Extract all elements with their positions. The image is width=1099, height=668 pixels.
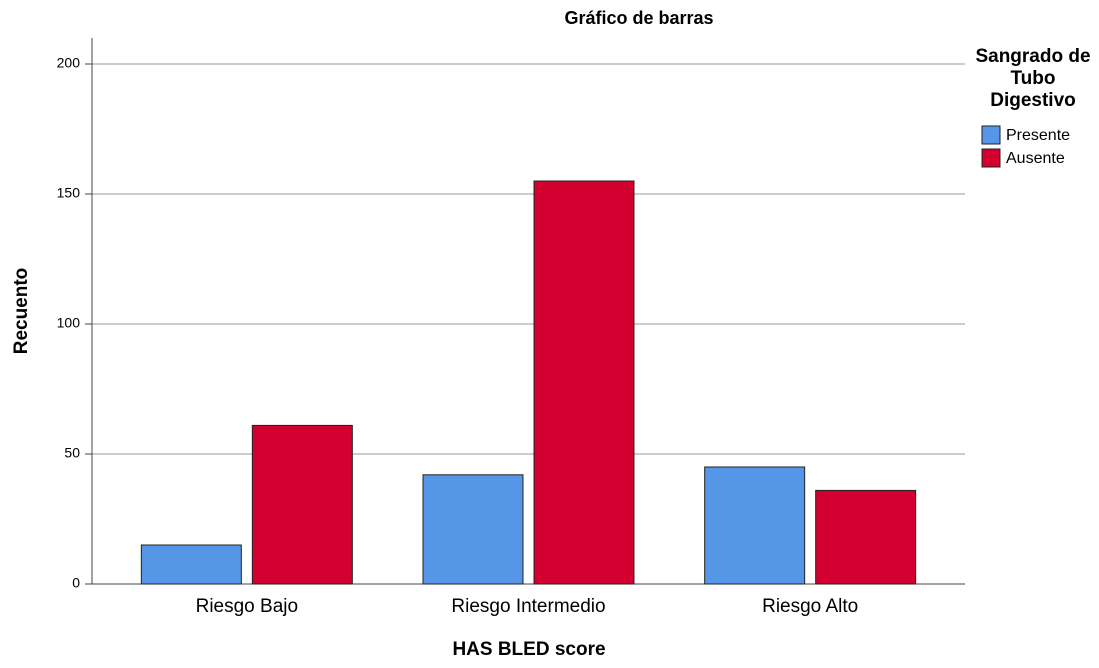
bar	[140, 544, 242, 585]
legend-title: Sangrado de Tubo Digestivo	[975, 46, 1091, 111]
bar	[422, 474, 524, 585]
y-axis-label: Recuento	[11, 268, 32, 355]
legend-swatch	[981, 148, 1001, 168]
x-tick-label: Riesgo Bajo	[196, 596, 298, 617]
x-tick-label: Riesgo Alto	[762, 596, 858, 617]
legend-label: Ausente	[1006, 150, 1065, 167]
y-tick-label: 50	[64, 445, 80, 461]
y-tick-label: 150	[57, 185, 81, 201]
legend-label: Presente	[1006, 127, 1070, 144]
bar	[704, 466, 806, 585]
y-tick-label: 100	[57, 315, 81, 331]
x-tick-label: Riesgo Intermedio	[451, 596, 605, 617]
chart-title: Gráfico de barras	[564, 8, 713, 28]
bar	[533, 180, 635, 585]
y-tick-label: 0	[72, 575, 80, 591]
bar	[251, 424, 353, 585]
x-axis-label: HAS BLED score	[452, 639, 605, 660]
legend-swatch	[981, 125, 1001, 145]
y-tick-label: 200	[57, 55, 81, 71]
bar	[815, 489, 917, 585]
